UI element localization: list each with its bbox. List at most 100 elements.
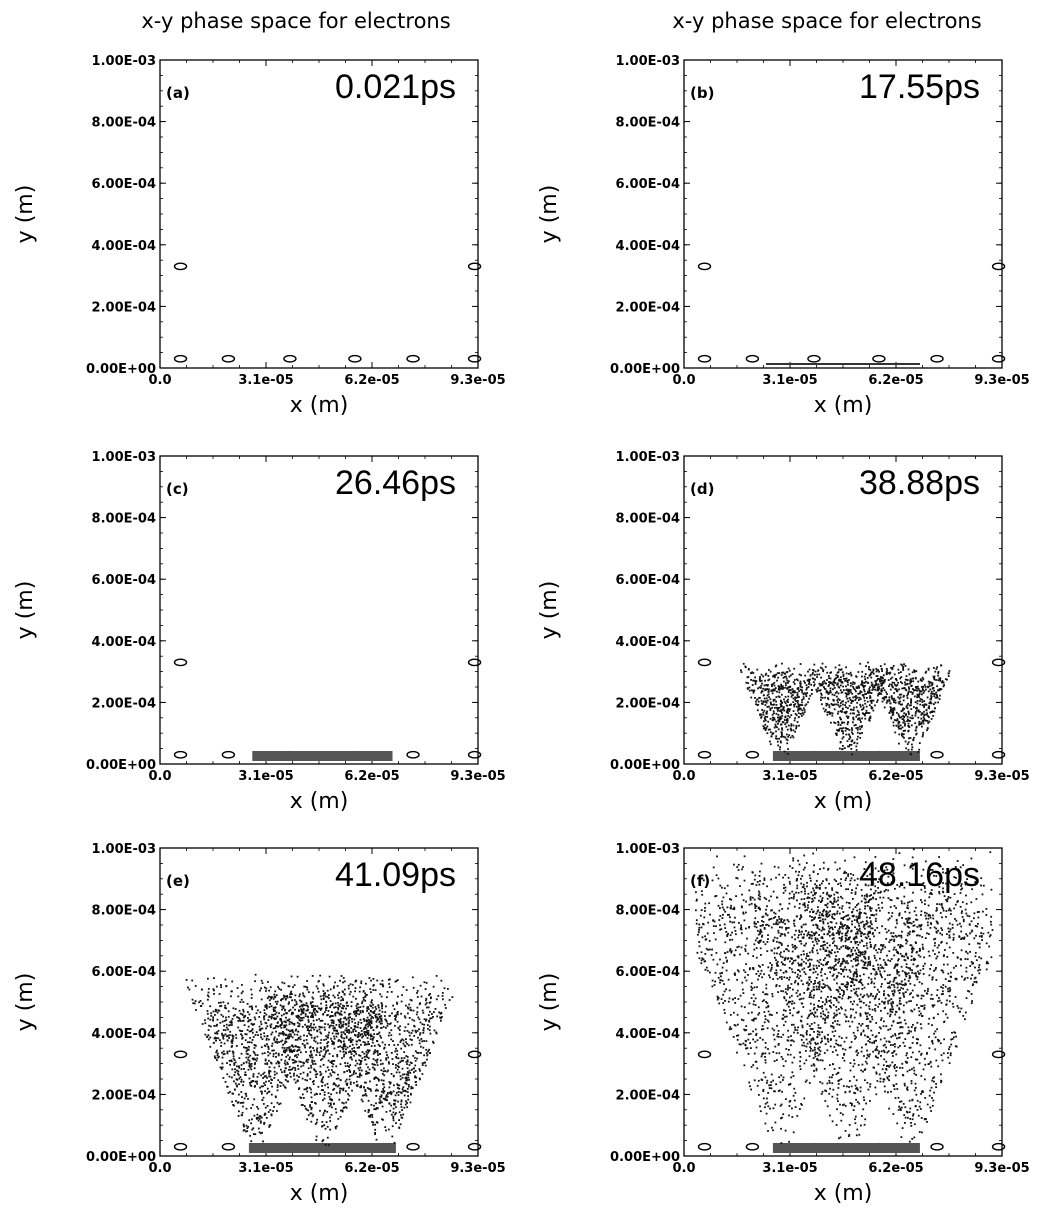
electron-point: [422, 1029, 425, 1031]
electron-point: [842, 700, 844, 703]
electron-point: [358, 990, 361, 993]
electron-point: [750, 982, 753, 985]
electron-point: [897, 713, 900, 716]
electron-point: [421, 1040, 424, 1043]
electron-point: [287, 985, 290, 988]
electron-point: [309, 1001, 312, 1004]
electron-point: [334, 1126, 337, 1128]
electron-point: [267, 1045, 270, 1048]
electron-point: [407, 1076, 410, 1079]
electron-point: [808, 683, 810, 685]
electron-point: [858, 713, 861, 716]
electron-point: [427, 1027, 429, 1030]
electron-point: [858, 696, 861, 699]
electron-point: [291, 1022, 294, 1025]
electron-point: [356, 1085, 359, 1088]
electron-point: [764, 715, 767, 718]
electron-point: [841, 710, 843, 713]
electron-point: [864, 673, 867, 675]
electron-point: [424, 988, 427, 990]
electron-point: [857, 726, 859, 729]
electron-point: [359, 1060, 362, 1062]
electron-point: [383, 1074, 386, 1077]
electron-point: [778, 1052, 781, 1055]
electron-point: [870, 699, 873, 702]
electron-point: [421, 1064, 424, 1066]
electron-point: [767, 720, 770, 723]
electron-point: [336, 1011, 339, 1014]
electron-point: [909, 680, 911, 683]
x-tick-label: 0.0: [148, 1161, 171, 1176]
electron-point: [349, 1071, 352, 1073]
electron-point: [901, 735, 904, 738]
electron-point: [784, 686, 787, 689]
electron-point: [721, 917, 724, 919]
electron-point: [765, 1112, 768, 1115]
electron-point: [321, 1125, 323, 1128]
electron-point: [218, 1001, 220, 1004]
electron-point: [280, 988, 282, 991]
electron-point: [344, 1023, 347, 1026]
electron-point: [351, 983, 354, 986]
electron-point: [747, 1012, 750, 1015]
electron-point: [907, 691, 910, 694]
electron-point: [764, 723, 767, 726]
electron-point: [340, 1109, 342, 1112]
electron-point: [384, 1015, 386, 1017]
electron-point: [283, 996, 286, 999]
electron-point: [303, 1004, 306, 1007]
electron-point: [793, 1002, 796, 1005]
electron-point: [828, 711, 831, 713]
electron-point: [870, 681, 873, 684]
electron-point: [316, 1051, 319, 1053]
electron-point: [844, 677, 847, 680]
electron-point: [790, 703, 792, 706]
electron-point: [318, 1018, 321, 1020]
electron-point: [276, 1086, 279, 1088]
electron-point: [838, 699, 841, 701]
electron-point: [353, 1013, 356, 1015]
electron-point: [357, 1023, 359, 1026]
electron-point: [833, 708, 836, 711]
electron-point: [302, 1061, 304, 1064]
electron-point: [931, 710, 934, 713]
electron-point: [403, 1106, 406, 1109]
electron-point: [304, 1046, 306, 1049]
electron-point: [786, 679, 789, 682]
electron-point: [711, 979, 714, 982]
electron-point: [759, 1110, 762, 1113]
electron-point: [253, 1085, 256, 1088]
electron-point: [870, 707, 873, 710]
electron-point: [845, 693, 848, 696]
electron-point: [892, 699, 895, 702]
electron-point: [368, 1088, 371, 1090]
electron-point: [859, 719, 861, 721]
electron-point: [840, 676, 842, 679]
electron-point: [379, 1095, 382, 1098]
electron-point: [768, 899, 771, 902]
electron-point: [792, 1131, 795, 1134]
electron-point: [836, 712, 839, 715]
electron-point: [380, 995, 383, 998]
electron-point: [856, 742, 859, 745]
electron-point: [917, 751, 920, 753]
electron-point: [374, 1049, 377, 1052]
x-tick-label: 9.3e-05: [450, 769, 505, 784]
electron-point: [380, 1069, 383, 1072]
electron-point: [841, 721, 844, 724]
electron-point: [334, 981, 336, 984]
electron-point: [191, 979, 194, 982]
electron-point: [813, 663, 816, 666]
electron-point: [783, 1024, 785, 1027]
electron-point: [782, 876, 784, 879]
electron-point: [297, 1014, 299, 1017]
electron-point: [207, 998, 209, 1001]
electron-point: [358, 1059, 361, 1062]
electron-point: [890, 695, 893, 697]
electron-point: [832, 681, 835, 683]
electron-point: [363, 1044, 366, 1046]
electron-point: [312, 1026, 315, 1029]
electron-point: [934, 696, 937, 699]
electron-point: [845, 715, 848, 718]
electron-point: [868, 668, 870, 671]
